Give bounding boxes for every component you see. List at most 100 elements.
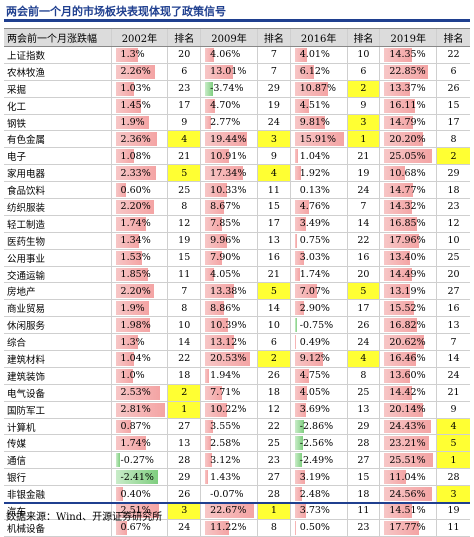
positive-bar [205,369,209,383]
rank-cell: 27 [258,469,291,485]
value-text: 20.14% [389,402,425,418]
value-cell: 13.01% [201,64,258,80]
value-cell: 4.76% [291,199,348,215]
rank-cell: 29 [437,165,470,181]
value-cell: 9.12% [291,351,348,367]
value-cell: 10.33% [201,182,258,198]
rank-cell: 9 [168,115,201,131]
rank-cell: 6 [437,64,470,80]
positive-bar [295,335,297,349]
sector-name: 食品饮料 [4,182,112,198]
sector-name: 建筑装饰 [4,368,112,384]
value-text: 23.21% [389,435,425,451]
value-cell: 3.49% [291,216,348,232]
header-rank-2009: 排名 [258,29,291,46]
value-cell: 1.53% [112,250,169,266]
value-text: 2.48% [300,486,330,502]
sector-name: 上证指数 [4,47,112,63]
value-cell: 14.79% [380,115,437,131]
value-cell: 4.01% [291,47,348,63]
value-cell: 15.52% [380,300,437,316]
value-cell: 13.60% [380,368,437,384]
value-cell: 1.34% [112,233,169,249]
value-cell: 16.85% [380,216,437,232]
rank-cell: 7 [258,47,291,63]
value-text: 4.70% [210,98,240,114]
value-text: 1.9% [121,300,145,316]
sector-name: 轻工制造 [4,216,112,232]
rank-cell: 16 [348,250,381,266]
value-text: 14.51% [389,503,425,519]
rank-cell: 25 [348,385,381,401]
rank-cell: 29 [258,81,291,97]
rank-cell: 9 [437,402,470,418]
value-cell: -0.27% [112,452,169,468]
rank-cell: 23 [348,520,381,536]
value-text: 20.20% [389,131,425,147]
rank-cell: 4 [348,351,381,367]
value-text: 0.75% [300,233,330,249]
value-cell: 10.87% [291,81,348,97]
value-text: 1.45% [121,98,151,114]
rank-cell: 25 [168,182,201,198]
value-text: 7.07% [300,283,330,299]
value-text: 14.77% [389,182,425,198]
value-text: 14.49% [389,267,425,283]
sector-name: 房地产 [4,283,112,299]
header-rank-2016: 排名 [348,29,381,46]
rank-cell: 7 [168,283,201,299]
rank-cell: 13 [348,402,381,418]
value-cell: -0.75% [291,317,348,333]
rank-cell: 15 [258,199,291,215]
value-cell: 14.42% [380,385,437,401]
value-text: 0.49% [300,334,330,350]
value-text: 16.46% [389,351,425,367]
rank-cell: 9 [258,148,291,164]
value-cell: 13.38% [201,283,258,299]
value-cell: 7.71% [201,385,258,401]
rank-cell: 27 [168,419,201,435]
rank-cell: 20 [348,267,381,283]
value-text: 1.74% [121,216,151,232]
value-cell: -0.07% [201,486,258,502]
rank-cell: 21 [258,267,291,283]
sector-name: 综合 [4,334,112,350]
rank-cell: 14 [258,300,291,316]
rank-cell: 12 [258,402,291,418]
sector-name: 公用事业 [4,250,112,266]
value-cell: 3.55% [201,419,258,435]
rank-cell: 2 [168,385,201,401]
rank-cell: 28 [348,435,381,451]
value-cell: 8.67% [201,199,258,215]
value-text: 13.40% [389,250,425,266]
value-text: 3.73% [300,503,330,519]
value-text: 14.42% [389,385,425,401]
sector-name: 非银金融 [4,486,112,502]
sector-name: 有色金属 [4,131,112,147]
value-cell: 4.05% [201,267,258,283]
value-cell: 0.87% [112,419,169,435]
value-cell: 4.75% [291,368,348,384]
value-text: 13.38% [210,283,246,299]
value-cell: 1.04% [291,148,348,164]
value-text: 3.19% [300,469,330,485]
value-text: 10.39% [210,317,246,333]
rank-cell: 22 [437,47,470,63]
value-text: 16.82% [389,317,425,333]
value-cell: 10.39% [201,317,258,333]
value-cell: 8.86% [201,300,258,316]
rank-cell: 7 [437,334,470,350]
value-text: 6.12% [300,64,330,80]
rank-cell: 22 [168,351,201,367]
value-cell: 14.32% [380,199,437,215]
rank-cell: 4 [437,419,470,435]
value-text: 22.85% [389,64,425,80]
value-text: 4.05% [210,267,240,283]
value-text: -2.56% [300,435,333,451]
